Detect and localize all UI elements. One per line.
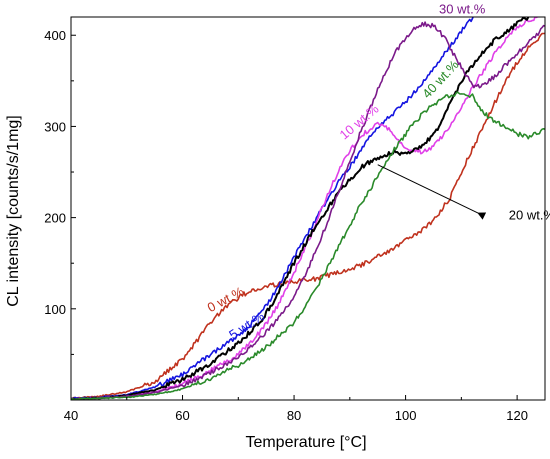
series-layer — [71, 17, 545, 400]
x-tick-label: 60 — [175, 408, 189, 423]
series-line-30-wt — [71, 21, 545, 400]
x-tick-label: 100 — [395, 408, 417, 423]
series-line-0-wt — [71, 32, 545, 400]
series-label-20-wt: 20 wt.% — [509, 207, 550, 222]
x-tick-label: 40 — [64, 408, 78, 423]
y-tick-label: 100 — [44, 302, 66, 317]
y-tick-label: 200 — [44, 211, 66, 226]
tick-layer: 40 60 80 100 120 100 200 300 400 — [44, 28, 528, 423]
x-axis-title: Temperature [°C] — [245, 434, 366, 451]
annotation-arrow — [377, 164, 487, 220]
series-line-20-wt — [71, 17, 530, 400]
series-label-0-wt: 0 wt.% — [205, 283, 247, 315]
series-line-40-wt — [71, 91, 545, 400]
series-line-10-wt — [71, 17, 540, 400]
x-tick-label: 80 — [287, 408, 301, 423]
y-axis-title: CL intensity [counts/s/1mg] — [5, 115, 22, 307]
x-tick-label: 120 — [506, 408, 528, 423]
y-tick-label: 400 — [44, 28, 66, 43]
plot-frame — [70, 16, 546, 401]
series-label-30-wt: 30 wt.% — [439, 1, 486, 16]
y-tick-label: 300 — [44, 119, 66, 134]
